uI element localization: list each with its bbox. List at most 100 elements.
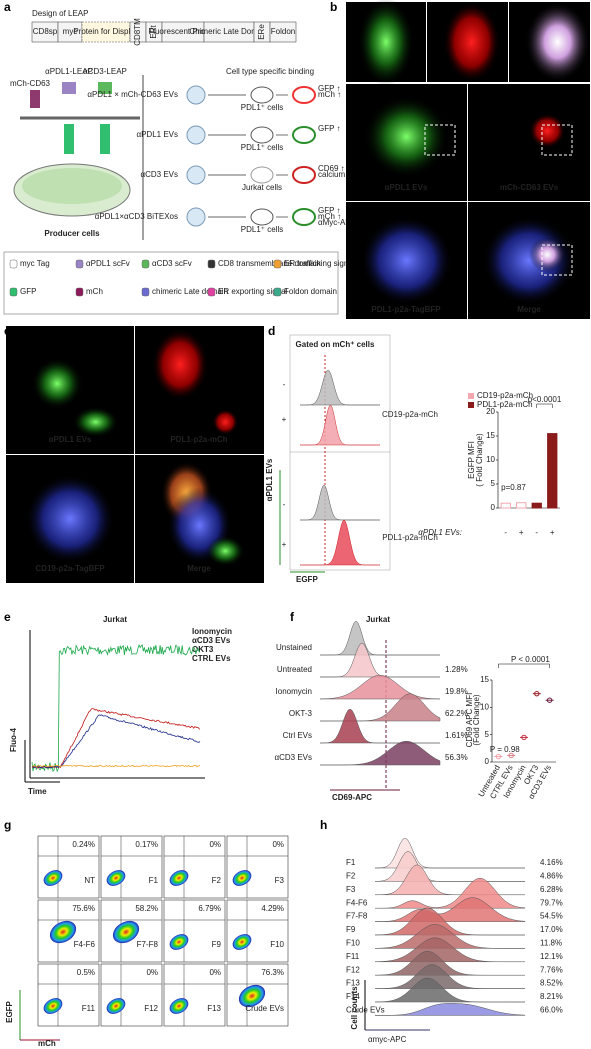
cell [250, 208, 274, 226]
cells [22, 168, 122, 204]
protein-label: αCD3-LEAP [83, 67, 127, 76]
flow-plot [226, 899, 289, 963]
pct-label: 6.79% [198, 904, 221, 913]
signal [364, 95, 449, 178]
y-tick-label: 20 [486, 407, 495, 416]
name-label: F1 [149, 876, 159, 885]
legend-swatch [75, 259, 84, 269]
row-label: OKT-3 [289, 709, 313, 718]
pct-label: 7.76% [540, 965, 563, 974]
binding-label: Cell type specific binding [226, 67, 314, 76]
pct-label: 0.24% [72, 840, 95, 849]
name-label: F9 [346, 925, 356, 934]
ev-label: αPDL1 × mCh-CD63 EVs [87, 90, 178, 99]
signal [525, 2, 590, 82]
legend-swatch [273, 287, 282, 297]
signal [151, 328, 209, 401]
x-tick-label: + [519, 528, 524, 537]
signal [72, 406, 119, 438]
pct-label: 1.61% [445, 731, 468, 740]
legend-label: mCh [86, 287, 103, 296]
channel-label: PDL1-p2a-TagBFP [371, 305, 441, 314]
cell [250, 166, 274, 184]
channel-label: PDL1-p2a-mCh [170, 435, 227, 444]
signal [31, 358, 83, 410]
legend-swatch [141, 287, 150, 297]
legend-swatch [273, 259, 282, 269]
protein-label: αPDL1-LEAP [45, 67, 93, 76]
pct-label: 0.5% [77, 968, 95, 977]
bar [547, 433, 558, 509]
signal [529, 113, 566, 149]
legend-swatch [468, 402, 474, 408]
panel-label: d [268, 324, 275, 338]
cell [250, 86, 274, 104]
name-label: F3 [275, 876, 285, 885]
y-label: Fluo-4 [9, 727, 18, 752]
cell [292, 126, 316, 144]
name-label: F7-F8 [346, 912, 368, 921]
pct-label: 76.3% [261, 968, 284, 977]
ev [186, 125, 206, 145]
pct-label: 0% [209, 968, 221, 977]
gate-label: Gated on mCh⁺ cells [296, 340, 375, 349]
readout-label: GFP ↑ [318, 124, 341, 133]
sign-label: - [283, 380, 286, 389]
name-label: F2 [212, 876, 222, 885]
histogram [374, 897, 526, 922]
histogram [300, 404, 380, 446]
y-tick-label: 15 [480, 675, 489, 684]
channel-label: Merge [517, 305, 541, 314]
legend-swatch [75, 287, 84, 297]
readout-label: mCh ↑ [318, 212, 341, 221]
y-tick-label: 5 [491, 479, 496, 488]
bracket [498, 663, 550, 668]
name-label: F14 [346, 992, 360, 1001]
density [232, 934, 252, 950]
panel-title: Jurkat [366, 615, 390, 624]
panel-title: Jurkat [103, 615, 127, 624]
trace [31, 764, 201, 768]
signal [529, 237, 566, 273]
histogram [300, 519, 380, 566]
name-label: Crude EVs [346, 1006, 385, 1015]
channel-label: αPDL1 EVs [49, 435, 92, 444]
flow-plot [163, 963, 226, 1027]
name-label: F10 [270, 940, 284, 949]
target-label: Jurkat cells [242, 183, 282, 192]
x-tick-label: - [504, 528, 507, 537]
legend-label: ER trafficking signal [284, 259, 355, 268]
name-label: F10 [346, 939, 360, 948]
histogram [374, 877, 526, 909]
density [43, 998, 63, 1014]
sign-label: + [282, 415, 287, 424]
row-label: Unstained [276, 643, 312, 652]
inset-box [541, 244, 573, 276]
legend-label: chimeric Late domain [152, 287, 228, 296]
channel-label: CD19-p2a-TagBFP [35, 564, 105, 573]
row-label: Ctrl EVs [283, 731, 312, 740]
ev [186, 165, 206, 185]
density [49, 920, 77, 944]
histogram [374, 964, 525, 989]
inset-box [541, 124, 573, 156]
legend-label: OKT3 [192, 645, 214, 654]
flow-plot [100, 835, 163, 899]
histogram [320, 740, 441, 766]
layout [3, 75, 430, 1041]
trace [31, 708, 201, 769]
signal [360, 216, 453, 305]
flow-plot [100, 963, 163, 1027]
name-label: Crude EVs [245, 1004, 284, 1013]
pct-label: 62.2% [445, 709, 468, 718]
legend-label: CD19-p2a-mCh [477, 391, 533, 400]
pct-label: 56.3% [445, 753, 468, 762]
pct-label: 0.17% [135, 840, 158, 849]
legend-label: GFP [20, 287, 36, 296]
ev [186, 207, 206, 227]
histogram [374, 977, 525, 1003]
pct-label: 0% [146, 968, 158, 977]
annotation: P = 0.98 [490, 745, 520, 754]
target-label: PDL1⁺ cells [241, 103, 283, 112]
